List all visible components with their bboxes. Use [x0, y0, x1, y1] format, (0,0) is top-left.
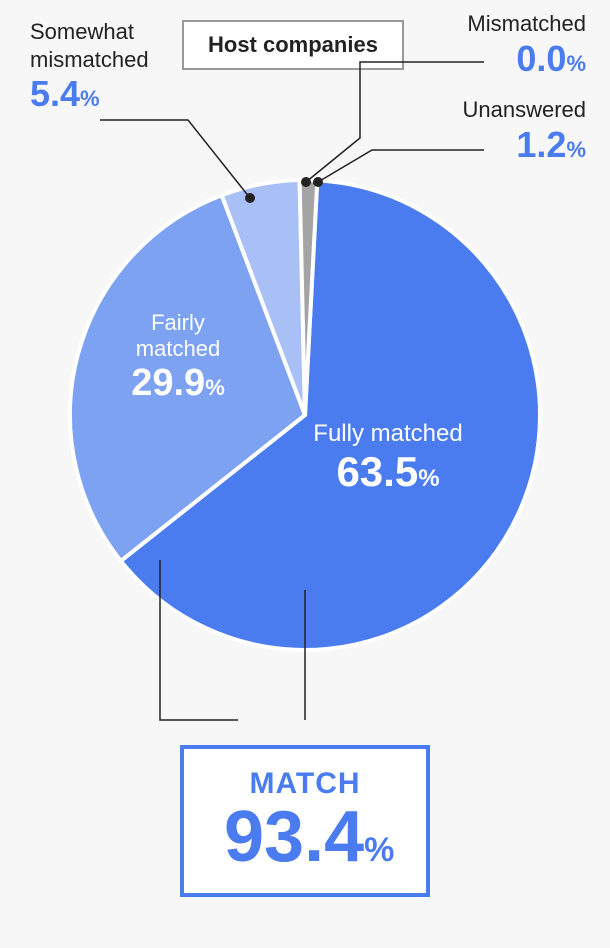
label-somewhat-mismatched: Somewhatmismatched5.4%: [30, 18, 149, 115]
leader-dot-somewhat: [245, 193, 255, 203]
match-number: 93.4: [224, 797, 364, 877]
leader-dot-unanswered: [313, 177, 323, 187]
match-title: MATCH: [224, 767, 386, 801]
match-value: 93.4%: [224, 801, 386, 873]
leader-line-mismatched: [306, 62, 484, 182]
leader-line-somewhat: [100, 120, 250, 198]
match-summary-box: MATCH 93.4%: [180, 745, 430, 897]
leader-line-unanswered: [318, 150, 484, 182]
label-mismatched: Mismatched0.0%: [467, 10, 586, 80]
percent-sign: %: [364, 831, 394, 869]
leader-dot-mismatched: [301, 177, 311, 187]
label-unanswered: Unanswered1.2%: [462, 96, 586, 166]
slice-label-fully: Fully matched63.5%: [278, 420, 498, 496]
slice-label-fairly: Fairlymatched29.9%: [98, 310, 258, 405]
